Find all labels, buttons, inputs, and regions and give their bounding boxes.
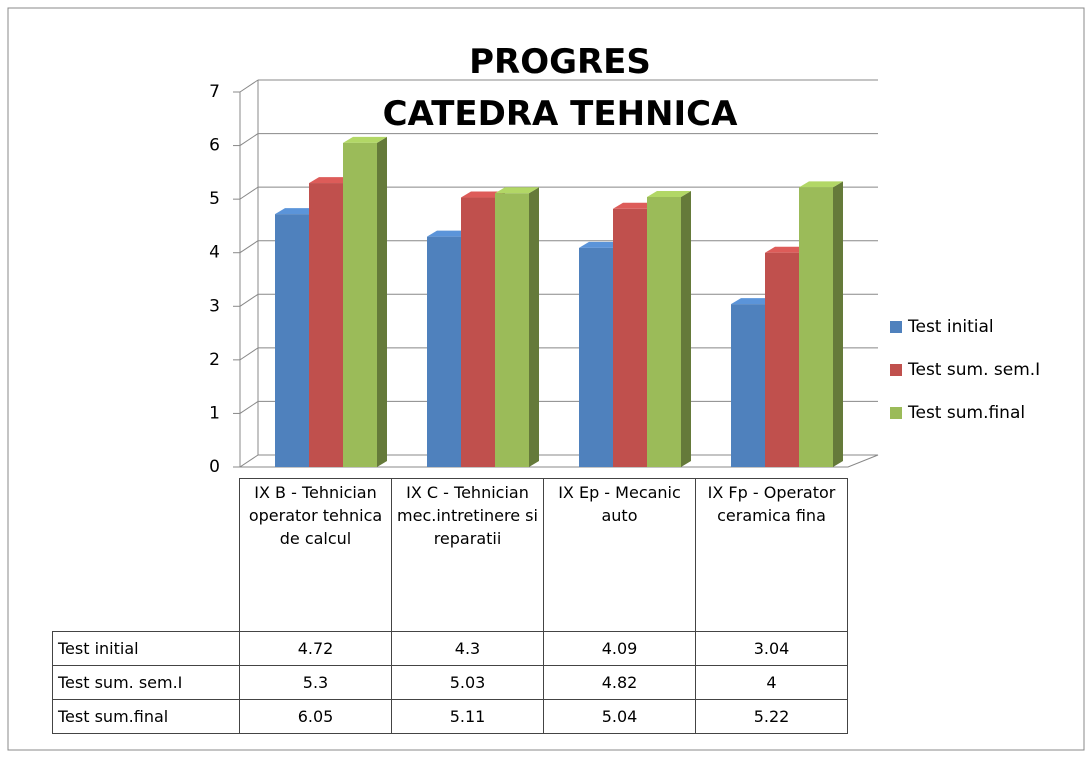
grid-line-side — [239, 133, 259, 146]
legend-label: Test sum. sem.I — [907, 360, 1040, 380]
grid-line-side — [239, 401, 259, 414]
bar-side — [681, 191, 691, 467]
category-label: IX B - Tehnician operator tehnica de cal… — [239, 478, 392, 632]
bar-front — [613, 208, 647, 468]
chart-title: PROGRES CATEDRA TEHNICA 2017-2018 — [382, 42, 738, 134]
bar-top — [765, 246, 809, 253]
y-tick-label: 3 — [209, 296, 220, 316]
grid-line-side — [239, 293, 259, 307]
row-label: Test sum.final — [52, 699, 240, 734]
legend-swatch — [890, 407, 902, 419]
table-value: 4.3 — [391, 631, 544, 666]
bar-front — [765, 252, 799, 467]
y-tick-label: 2 — [209, 350, 220, 370]
bar-front — [461, 197, 495, 468]
row-label: Test sum. sem.I — [52, 665, 240, 700]
row-label: Test initial — [52, 631, 240, 666]
category-label: IX Fp - Operator ceramica fina — [695, 478, 848, 632]
bar-top — [461, 191, 505, 198]
legend-swatch — [890, 321, 902, 333]
table-value: 6.05 — [239, 699, 392, 734]
table-row: Test sum. sem.I 5.3 5.03 4.82 4 — [52, 665, 848, 700]
bar — [799, 181, 843, 467]
y-tick-label: 6 — [209, 136, 220, 156]
table-value: 5.11 — [391, 699, 544, 734]
bar-top — [275, 208, 319, 215]
bar-top — [647, 191, 691, 197]
table-value: 3.04 — [695, 631, 848, 666]
legend-label: Test initial — [907, 317, 994, 337]
bar-front — [799, 187, 833, 467]
bar-side — [833, 181, 843, 467]
bar-top — [343, 136, 387, 143]
table-value: 4 — [695, 665, 848, 700]
grid-line-side — [239, 79, 259, 93]
grid-line-side — [239, 240, 259, 254]
table-value: 5.3 — [239, 665, 392, 700]
bar-top — [495, 187, 539, 194]
bar-top — [427, 230, 471, 237]
bar-front — [731, 304, 765, 467]
legend-swatch — [890, 364, 902, 376]
table-value: 5.22 — [695, 699, 848, 734]
bar-front — [579, 247, 613, 467]
table-corner — [53, 479, 240, 632]
title-box: PROGRES CATEDRA TEHNICA 2017-2018 — [382, 42, 738, 134]
bar-top — [613, 202, 657, 209]
table-value: 4.09 — [543, 631, 696, 666]
bar-front — [495, 193, 529, 467]
data-table: IX B - Tehnician operator tehnica de cal… — [52, 478, 848, 734]
grid-line-side — [239, 347, 259, 361]
table-header-row: IX B - Tehnician operator tehnica de cal… — [53, 478, 848, 632]
bar-front — [647, 197, 681, 467]
bar-top — [579, 241, 623, 248]
table-value: 5.03 — [391, 665, 544, 700]
y-tick-label: 0 — [209, 457, 220, 477]
bar-side — [377, 136, 387, 467]
grid-line-side — [239, 186, 259, 200]
table-value: 4.82 — [543, 665, 696, 700]
bar-front — [309, 183, 343, 468]
bar — [495, 187, 539, 467]
category-label: IX Ep - Mecanic auto — [543, 478, 696, 632]
y-tick-label: 1 — [209, 403, 220, 423]
chart-border — [7, 7, 1085, 751]
bar-top — [309, 177, 353, 184]
bar — [647, 191, 691, 467]
bar-side — [529, 187, 539, 467]
legend-label: Test sum.final — [907, 403, 1025, 423]
bar-front — [343, 142, 377, 467]
table-row: Test initial 4.72 4.3 4.09 3.04 — [52, 631, 848, 666]
category-label: IX C - Tehnician mec.intretinere si repa… — [391, 478, 544, 632]
table-value: 4.72 — [239, 631, 392, 666]
table-value: 5.04 — [543, 699, 696, 734]
y-tick-label: 7 — [209, 82, 220, 102]
bar-top — [731, 298, 775, 305]
y-tick-label: 5 — [209, 189, 220, 209]
bar — [343, 136, 387, 467]
bar-top — [799, 181, 843, 188]
bar-front — [427, 236, 461, 467]
y-tick-label: 4 — [209, 243, 220, 263]
bar-front — [275, 214, 309, 467]
table-row: Test sum.final 6.05 5.11 5.04 5.22 — [52, 699, 848, 734]
